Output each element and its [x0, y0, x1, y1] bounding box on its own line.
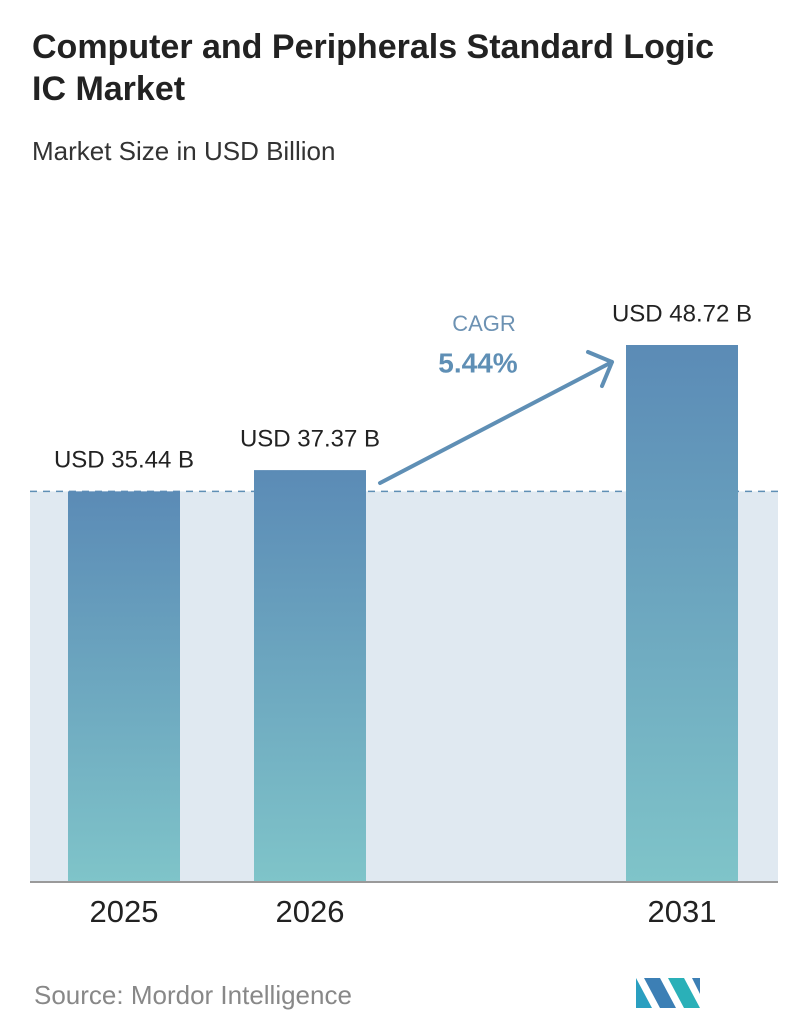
x-tick-label: 2025 [90, 894, 159, 929]
value-label: USD 37.37 B [240, 425, 380, 452]
source: Source: Mordor Intelligence [34, 980, 352, 1010]
bar [68, 491, 180, 882]
logo [636, 978, 700, 1008]
cagr-label: CAGR [452, 311, 516, 336]
bar [254, 470, 366, 882]
bar [626, 345, 738, 882]
value-label: USD 35.44 B [54, 447, 194, 474]
cagr-value: 5.44% [438, 347, 517, 378]
x-tick-label: 2031 [648, 894, 717, 929]
chart-subtitle: Market Size in USD Billion [32, 136, 336, 166]
value-label: USD 48.72 B [612, 300, 752, 327]
chart-title: Computer and Peripherals Standard Logic … [32, 28, 715, 108]
x-tick-label: 2026 [276, 894, 345, 929]
cagr-arrow [378, 350, 614, 485]
